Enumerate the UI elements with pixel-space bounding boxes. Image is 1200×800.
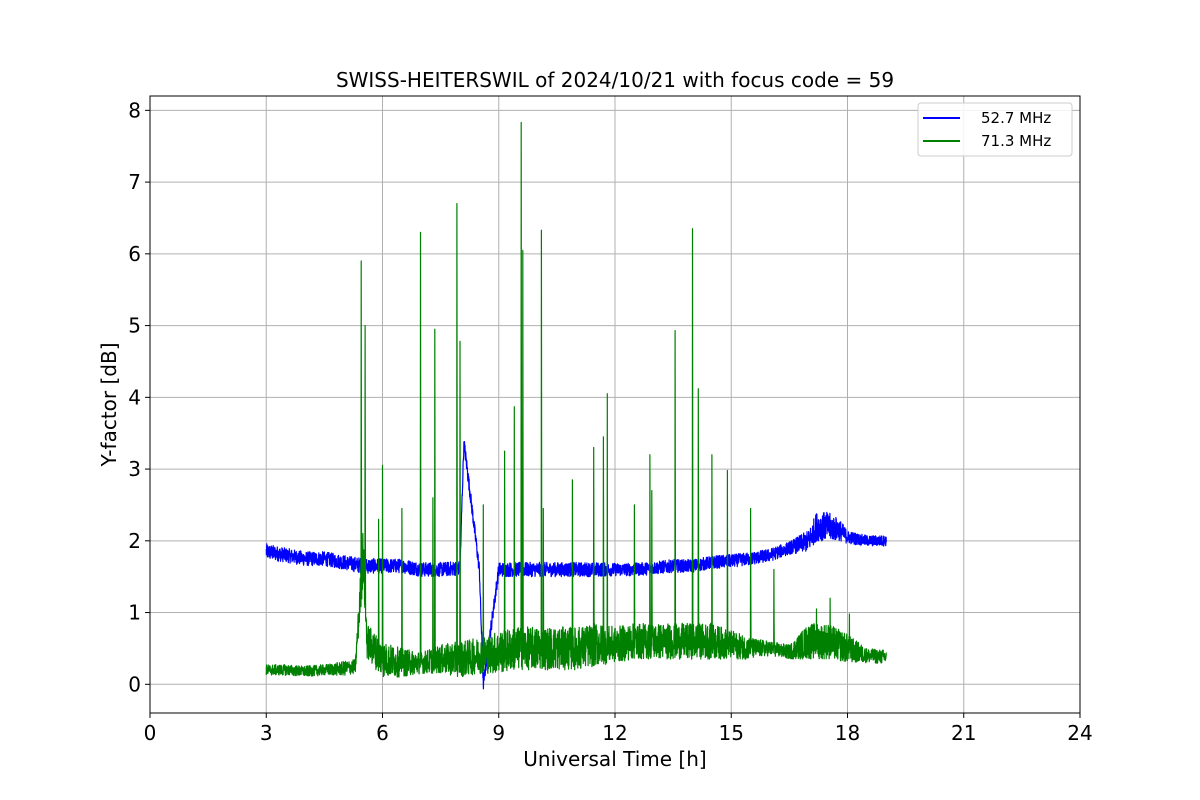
y-tick-label: 1 (128, 601, 141, 625)
y-tick-label: 8 (128, 98, 141, 122)
x-tick-label: 15 (719, 721, 744, 745)
series-line-52-7-mhz (265, 441, 887, 690)
x-tick-label: 9 (492, 721, 505, 745)
chart-title: SWISS-HEITERSWIL of 2024/10/21 with focu… (336, 68, 894, 92)
legend-label-52-7-mhz: 52.7 MHz (981, 109, 1051, 127)
series-line-71-3-mhz (265, 121, 887, 678)
series-layer (265, 121, 887, 690)
x-tick-label: 6 (376, 721, 389, 745)
legend: 52.7 MHz 71.3 MHz (917, 102, 1073, 157)
x-tick-label: 18 (835, 721, 860, 745)
x-tick-label: 0 (144, 721, 157, 745)
x-tick-label: 3 (260, 721, 273, 745)
y-tick-label: 3 (128, 457, 141, 481)
y-tick-label: 2 (128, 529, 141, 553)
x-axis-label: Universal Time [h] (523, 747, 706, 771)
x-tick-label: 24 (1067, 721, 1092, 745)
y-axis-label: Y-factor [dB] (97, 342, 121, 467)
x-tick-label: 21 (951, 721, 976, 745)
legend-label-71-3-mhz: 71.3 MHz (981, 132, 1051, 150)
y-tick-label: 4 (128, 385, 141, 409)
y-tick-label: 5 (128, 314, 141, 338)
legend-box (917, 102, 1073, 157)
x-tick-label: 12 (602, 721, 627, 745)
y-tick-label: 0 (128, 672, 141, 696)
y-tick-label: 7 (128, 170, 141, 194)
y-tick-label: 6 (128, 242, 141, 266)
